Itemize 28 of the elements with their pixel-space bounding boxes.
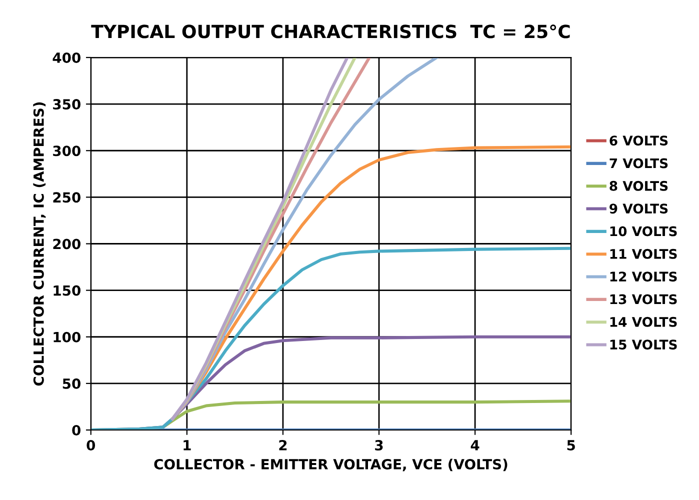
- legend-label: 15 VOLTS: [610, 340, 677, 350]
- y-tick-label: 150: [54, 285, 80, 296]
- legend-label: 10 VOLTS: [610, 226, 677, 236]
- legend-label: 11 VOLTS: [610, 248, 677, 259]
- x-tick-label: 4: [470, 440, 480, 450]
- y-axis-title: COLLECTOR CURRENT, IC (AMPERES): [33, 102, 46, 386]
- y-tick-label: 200: [53, 238, 80, 250]
- x-axis-title: COLLECTOR - EMITTER VOLTAGE, VCE (VOLTS): [154, 458, 508, 472]
- x-tick-label: 2: [279, 440, 287, 450]
- legend-label: 6 VOLTS: [610, 136, 668, 146]
- legend-label: 7 VOLTS: [610, 158, 668, 168]
- legend-label: 9 VOLTS: [610, 204, 668, 214]
- x-tick-label: 5: [567, 440, 575, 450]
- y-tick-label: 0: [72, 424, 80, 436]
- y-tick-label: 350: [53, 99, 80, 110]
- legend-label: 8 VOLTS: [610, 180, 668, 191]
- chart-title: TYPICAL OUTPUT CHARACTERISTICS TC = 25°C: [91, 24, 570, 38]
- y-tick-label: 50: [62, 378, 80, 389]
- y-tick-label: 100: [54, 332, 80, 342]
- y-tick-label: 400: [52, 52, 80, 63]
- legend-label: 12 VOLTS: [610, 272, 677, 282]
- x-tick-label: 3: [375, 440, 383, 450]
- y-tick-label: 300: [53, 146, 80, 156]
- x-tick-label: 0: [86, 440, 96, 450]
- legend-label: 14 VOLTS: [610, 316, 677, 327]
- legend-label: 13 VOLTS: [610, 294, 677, 304]
- y-tick-label: 250: [53, 192, 80, 203]
- x-tick-label: 1: [184, 440, 191, 450]
